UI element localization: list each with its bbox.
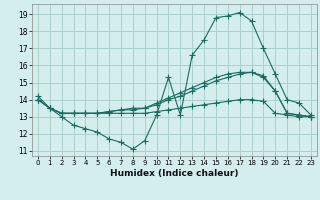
X-axis label: Humidex (Indice chaleur): Humidex (Indice chaleur) [110, 169, 239, 178]
